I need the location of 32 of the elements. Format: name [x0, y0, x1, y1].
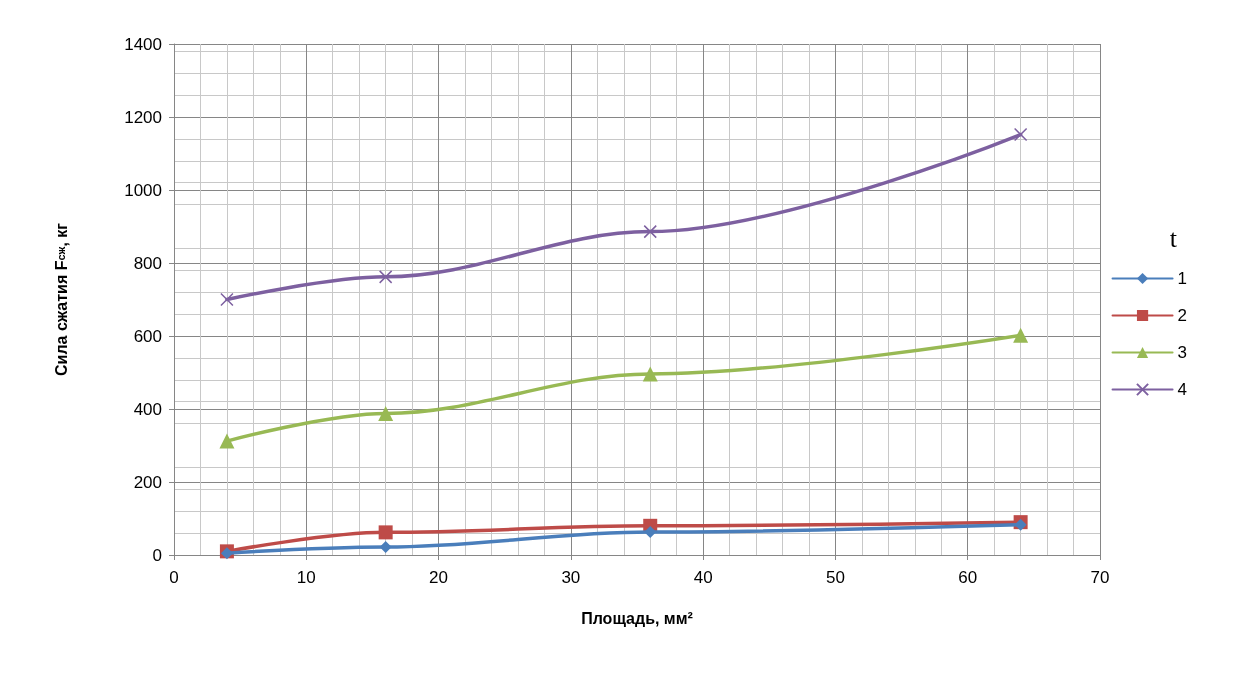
y-tick-label: 800	[133, 253, 162, 273]
x-tick-label: 60	[958, 568, 978, 587]
y-tick-label: 1000	[124, 180, 162, 200]
legend-label: 1	[1177, 269, 1188, 288]
point	[1013, 327, 1029, 343]
x-tick-label: 40	[693, 568, 713, 587]
y-tick-label: 1200	[124, 107, 162, 127]
y-tick-label: 1400	[124, 34, 162, 54]
legend-label: 2	[1177, 306, 1188, 325]
point	[1013, 127, 1028, 142]
x-tick-label: 0	[169, 568, 179, 587]
point	[219, 433, 235, 449]
y-tick-label: 200	[133, 472, 162, 492]
y-axis-title: Сила сжатия Fсж, кг	[52, 222, 70, 376]
y-tick-label: 0	[152, 545, 162, 565]
point	[642, 366, 658, 382]
y-tick-label: 400	[133, 399, 162, 419]
x-tick-label: 20	[429, 568, 449, 587]
legend-label: 4	[1177, 380, 1188, 399]
x-tick-label: 30	[561, 568, 581, 587]
legend-title: t	[1169, 223, 1178, 253]
x-tick-label: 70	[1090, 568, 1110, 587]
point	[643, 224, 657, 239]
x-tick-label: 50	[825, 568, 845, 587]
point	[378, 525, 393, 540]
point	[378, 405, 394, 421]
x-tick-label: 10	[296, 568, 316, 587]
y-tick-label: 600	[133, 326, 162, 346]
point	[378, 270, 393, 284]
x-axis-title: Площадь, мм²	[581, 609, 693, 627]
point	[220, 292, 234, 307]
legend-label: 3	[1177, 343, 1188, 362]
